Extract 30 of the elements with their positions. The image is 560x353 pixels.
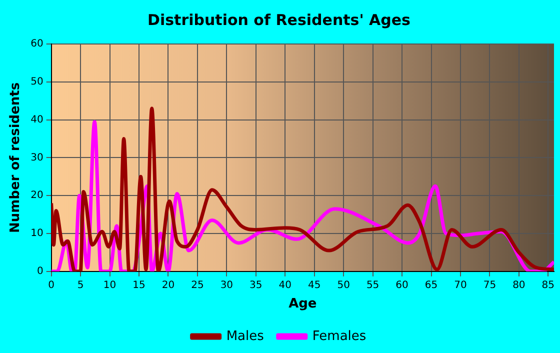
x-tick-label: 30 xyxy=(220,280,234,291)
x-tick-label: 40 xyxy=(278,280,292,291)
legend-label: Females xyxy=(312,328,366,344)
x-tick-label: 85 xyxy=(542,280,555,291)
x-tick-label: 5 xyxy=(77,280,84,291)
y-axis-title: Number of residents xyxy=(8,82,24,234)
x-tick-label: 25 xyxy=(191,280,204,291)
chart-title: Distribution of Residents' Ages xyxy=(148,10,411,29)
y-tick-label: 40 xyxy=(30,114,44,126)
y-tick-label: 60 xyxy=(30,38,44,50)
x-axis-title: Age xyxy=(288,296,317,312)
x-tick-label: 65 xyxy=(424,280,438,291)
y-tick-label: 20 xyxy=(30,190,44,202)
x-tick-label: 20 xyxy=(162,280,175,291)
legend-label: Males xyxy=(226,328,264,344)
x-tick-label: 0 xyxy=(48,280,55,291)
x-tick-label: 35 xyxy=(250,280,262,291)
y-tick-label: 50 xyxy=(30,76,44,88)
y-tick-label: 0 xyxy=(36,266,44,277)
x-tick-label: 45 xyxy=(308,280,321,291)
x-tick-label: 15 xyxy=(132,280,146,291)
x-tick-label: 75 xyxy=(483,280,496,291)
y-tick-label: 10 xyxy=(30,228,44,240)
x-tick-label: 50 xyxy=(337,280,350,291)
x-tick-label: 10 xyxy=(103,280,116,291)
x-tick-label: 55 xyxy=(366,280,380,291)
x-tick-label: 60 xyxy=(396,280,408,291)
y-tick-label: 30 xyxy=(30,152,44,164)
x-tick-label: 80 xyxy=(512,280,526,291)
x-tick-label: 70 xyxy=(454,280,467,291)
